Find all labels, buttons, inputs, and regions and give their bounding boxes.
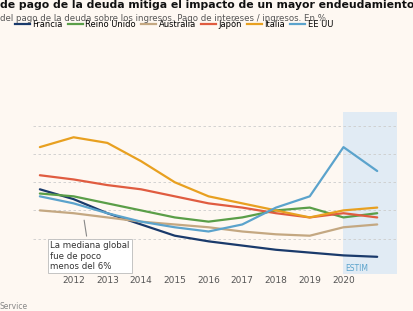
Text: La mediana global
fue de poco
menos del 6%: La mediana global fue de poco menos del … <box>50 220 129 271</box>
Text: ESTIM: ESTIM <box>344 264 367 273</box>
Text: Service: Service <box>0 302 28 311</box>
Text: del pago de la deuda sobre los ingresos. Pago de intereses / ingresos. En %: del pago de la deuda sobre los ingresos.… <box>0 14 325 23</box>
Bar <box>343 112 396 274</box>
Legend: Francia, Reino Unido, Australia, Japón, Italia, EE UU: Francia, Reino Unido, Australia, Japón, … <box>12 16 335 32</box>
Text: de pago de la deuda mitiga el impacto de un mayor endeudamiento, s: de pago de la deuda mitiga el impacto de… <box>0 0 413 10</box>
